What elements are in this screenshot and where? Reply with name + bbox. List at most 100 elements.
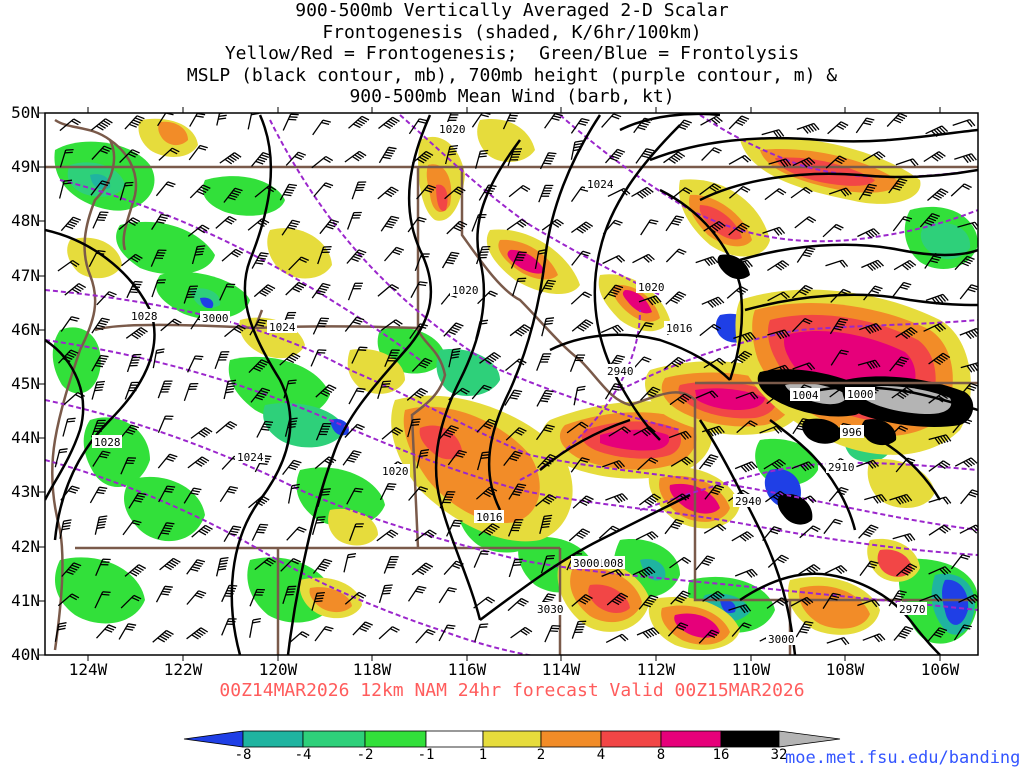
wind-barb-feather xyxy=(365,621,373,626)
wind-barb-feather xyxy=(942,435,949,443)
wind-barb-shaft xyxy=(570,118,583,134)
wind-barb-feather xyxy=(361,625,369,630)
wind-barb-feather xyxy=(933,595,940,603)
wind-barb-feather xyxy=(546,282,555,285)
wind-barb-feather xyxy=(642,152,651,157)
wind-barb-shaft xyxy=(60,216,74,232)
wind-barb-feather xyxy=(709,300,717,307)
wind-barb-feather xyxy=(738,287,747,293)
wind-barb-feather xyxy=(616,354,626,358)
wind-barb-feather xyxy=(972,525,978,532)
wind-barb-feather xyxy=(543,429,552,433)
wind-barb-feather xyxy=(353,450,362,454)
wind-barb-shaft xyxy=(406,388,422,401)
wind-barb-shaft xyxy=(602,219,616,235)
wind-barb-feather xyxy=(645,322,654,325)
wind-barb-shaft xyxy=(539,516,545,534)
wind-barb-shaft xyxy=(764,188,780,201)
wind-barb-feather xyxy=(317,516,326,519)
wind-barb-feather xyxy=(744,532,752,539)
wind-barb-feather xyxy=(973,329,978,336)
wind-barb-feather xyxy=(455,454,464,458)
wind-barb-feather xyxy=(711,149,720,154)
wind-barb-feather xyxy=(778,331,785,339)
wind-barb-feather xyxy=(800,464,807,472)
wind-barb-feather xyxy=(98,518,107,521)
wind-barb-feather xyxy=(650,457,659,462)
wind-barb-feather xyxy=(617,148,626,153)
wind-barb-shaft xyxy=(215,421,231,434)
wind-barb-feather xyxy=(291,483,300,487)
wind-barb-feather xyxy=(716,222,724,229)
wind-barb-feather xyxy=(893,119,902,124)
wind-barb-feather xyxy=(131,522,140,526)
wind-barb-feather xyxy=(322,490,331,493)
wind-barb-feather xyxy=(872,262,879,269)
wind-barb-feather xyxy=(942,293,949,301)
colorbar-bin xyxy=(540,730,602,748)
wind-barb-feather xyxy=(524,626,533,633)
wind-barb-shaft xyxy=(346,488,356,505)
wind-barb-feather xyxy=(200,627,209,633)
wind-barb-feather xyxy=(198,188,207,194)
wind-barb-feather xyxy=(156,348,165,352)
wind-barb-feather xyxy=(642,256,650,263)
wind-barb-feather xyxy=(941,526,949,533)
wind-barb-shaft xyxy=(248,359,262,374)
wind-barb-feather xyxy=(613,153,622,158)
wind-barb-shaft xyxy=(537,454,551,469)
wind-barb-feather xyxy=(741,334,748,342)
wind-barb-feather xyxy=(322,488,331,491)
wind-barb-feather xyxy=(614,325,622,333)
wind-barb-feather xyxy=(71,218,80,223)
wind-barb-feather xyxy=(261,428,270,431)
wind-barb-feather xyxy=(617,324,624,332)
wind-barb-feather xyxy=(544,392,553,395)
wind-barb-feather xyxy=(585,221,594,227)
wind-barb-feather xyxy=(874,261,882,268)
wind-barb-shaft xyxy=(829,318,841,335)
wind-barb-feather xyxy=(418,488,427,493)
wind-barb-shaft xyxy=(183,383,191,402)
wind-barb-feather xyxy=(445,431,454,436)
wind-barb-feather xyxy=(778,458,786,465)
wind-barb-feather xyxy=(200,430,208,436)
wind-barb-shaft xyxy=(640,386,654,401)
credit-link[interactable]: moe.met.fsu.edu/banding xyxy=(785,748,1021,768)
wind-barb-feather xyxy=(128,623,137,626)
wind-barb-feather xyxy=(739,535,747,542)
wind-barb-feather xyxy=(772,130,779,139)
wind-barb-feather xyxy=(966,255,975,261)
wind-barb-feather xyxy=(939,323,947,330)
wind-barb-feather xyxy=(868,183,877,187)
wind-barb-feather xyxy=(296,283,305,289)
wind-barb-shaft xyxy=(759,425,777,434)
wind-barb-feather xyxy=(293,558,301,563)
wind-barb-feather xyxy=(134,117,143,122)
wind-barb-shaft xyxy=(59,118,75,132)
wind-barb-feather xyxy=(744,260,751,268)
colorbar-label: -1 xyxy=(417,747,435,763)
wind-barb-feather xyxy=(718,425,725,434)
wind-barb-feather xyxy=(514,331,523,337)
wind-barb-feather xyxy=(682,590,691,595)
wind-barb-feather xyxy=(745,604,752,612)
wind-barb-feather xyxy=(356,593,365,599)
wind-barb-shaft xyxy=(247,218,263,231)
wind-barb-feather xyxy=(966,387,975,392)
wind-barb-feather xyxy=(709,631,718,636)
wind-barb-feather xyxy=(671,222,680,226)
wind-barb-shaft xyxy=(695,256,713,264)
wind-barb-shaft xyxy=(570,291,586,305)
wind-barb-feather xyxy=(164,490,173,493)
wind-barb-feather xyxy=(903,331,911,338)
wind-barb-shaft xyxy=(826,636,845,644)
lon-tick-label: 116W xyxy=(447,660,487,679)
colorbar-label: 8 xyxy=(656,747,666,763)
wind-barb-feather xyxy=(102,450,111,454)
wind-barb-feather xyxy=(970,330,978,338)
wind-barb-feather xyxy=(291,486,300,490)
wind-barb-feather xyxy=(938,395,946,401)
wind-barb-feather xyxy=(354,253,363,258)
wind-barb-feather xyxy=(65,148,74,151)
